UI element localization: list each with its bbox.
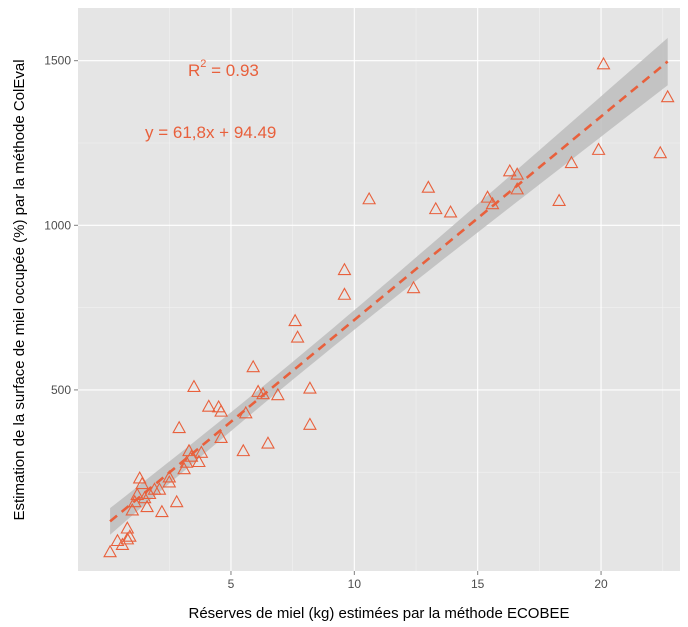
data-point [443,204,458,218]
data-point [270,387,285,401]
data-point [201,399,216,412]
data-point [406,280,421,294]
data-point [236,443,251,457]
data-point [127,494,142,508]
data-point [122,529,137,542]
data-point [502,163,517,177]
data-points [103,56,675,558]
data-point [362,191,377,205]
r2-label: R [188,61,200,80]
data-point [214,430,229,444]
data-point [152,482,167,495]
data-point [110,533,125,547]
data-point [337,287,352,300]
x-tick-label: 20 [594,577,608,591]
data-point [246,359,261,373]
data-point [302,381,317,394]
data-point [130,487,145,500]
data-point [660,89,675,103]
data-point [214,404,229,417]
data-point [162,470,177,483]
data-point [596,56,611,70]
data-point [261,436,275,449]
data-point [238,405,253,419]
regression-line [109,60,669,523]
data-point [290,330,305,343]
x-tick-label: 10 [348,577,362,591]
data-point [591,142,606,155]
data-point [480,190,495,203]
regression-fit-line [109,60,669,523]
y-axis-title: Estimation de la surface de miel occupée… [11,59,28,520]
data-point [288,313,303,327]
data-point [140,499,155,513]
regression-equation: y = 61,8x + 94.49 [145,123,276,142]
y-tick-label: 500 [51,383,71,397]
data-point [194,445,209,458]
data-point [191,454,206,468]
data-point [142,486,157,499]
data-point [187,379,201,392]
data-point [302,417,317,430]
data-point [552,193,567,206]
r2-value: = 0.93 [206,61,258,80]
x-tick-label: 15 [471,577,485,591]
data-point [510,181,525,195]
axis-ticks [74,60,602,575]
data-point [172,420,187,434]
data-point [337,262,352,276]
data-point [184,449,199,462]
confidence-band [110,37,668,535]
data-point [177,461,192,475]
data-point [421,180,436,193]
data-point [135,476,150,490]
data-point [125,502,140,516]
minor-gridlines [78,8,680,571]
r2-exponent: 2 [200,58,206,70]
x-tick-label: 5 [228,577,235,591]
data-point [256,386,270,400]
data-point [137,490,152,504]
data-point [120,531,135,545]
confidence-band-area [110,37,668,535]
data-point [653,145,668,159]
x-axis-title: Réserves de miel (kg) estimées par la mé… [189,605,570,622]
tick-labels: 5 10 15 20 500 1000 1500 [44,54,608,591]
data-point [485,196,500,210]
data-point [169,494,184,508]
r2-annotation: R2 = 0.93 [188,58,259,80]
data-point [120,521,135,534]
major-gridlines [78,8,680,571]
data-point [103,544,118,558]
data-point [428,201,443,215]
data-point [154,504,169,518]
y-tick-label: 1000 [44,218,71,232]
y-tick-label: 1500 [44,54,71,68]
data-point [510,167,525,180]
data-point [564,155,579,169]
